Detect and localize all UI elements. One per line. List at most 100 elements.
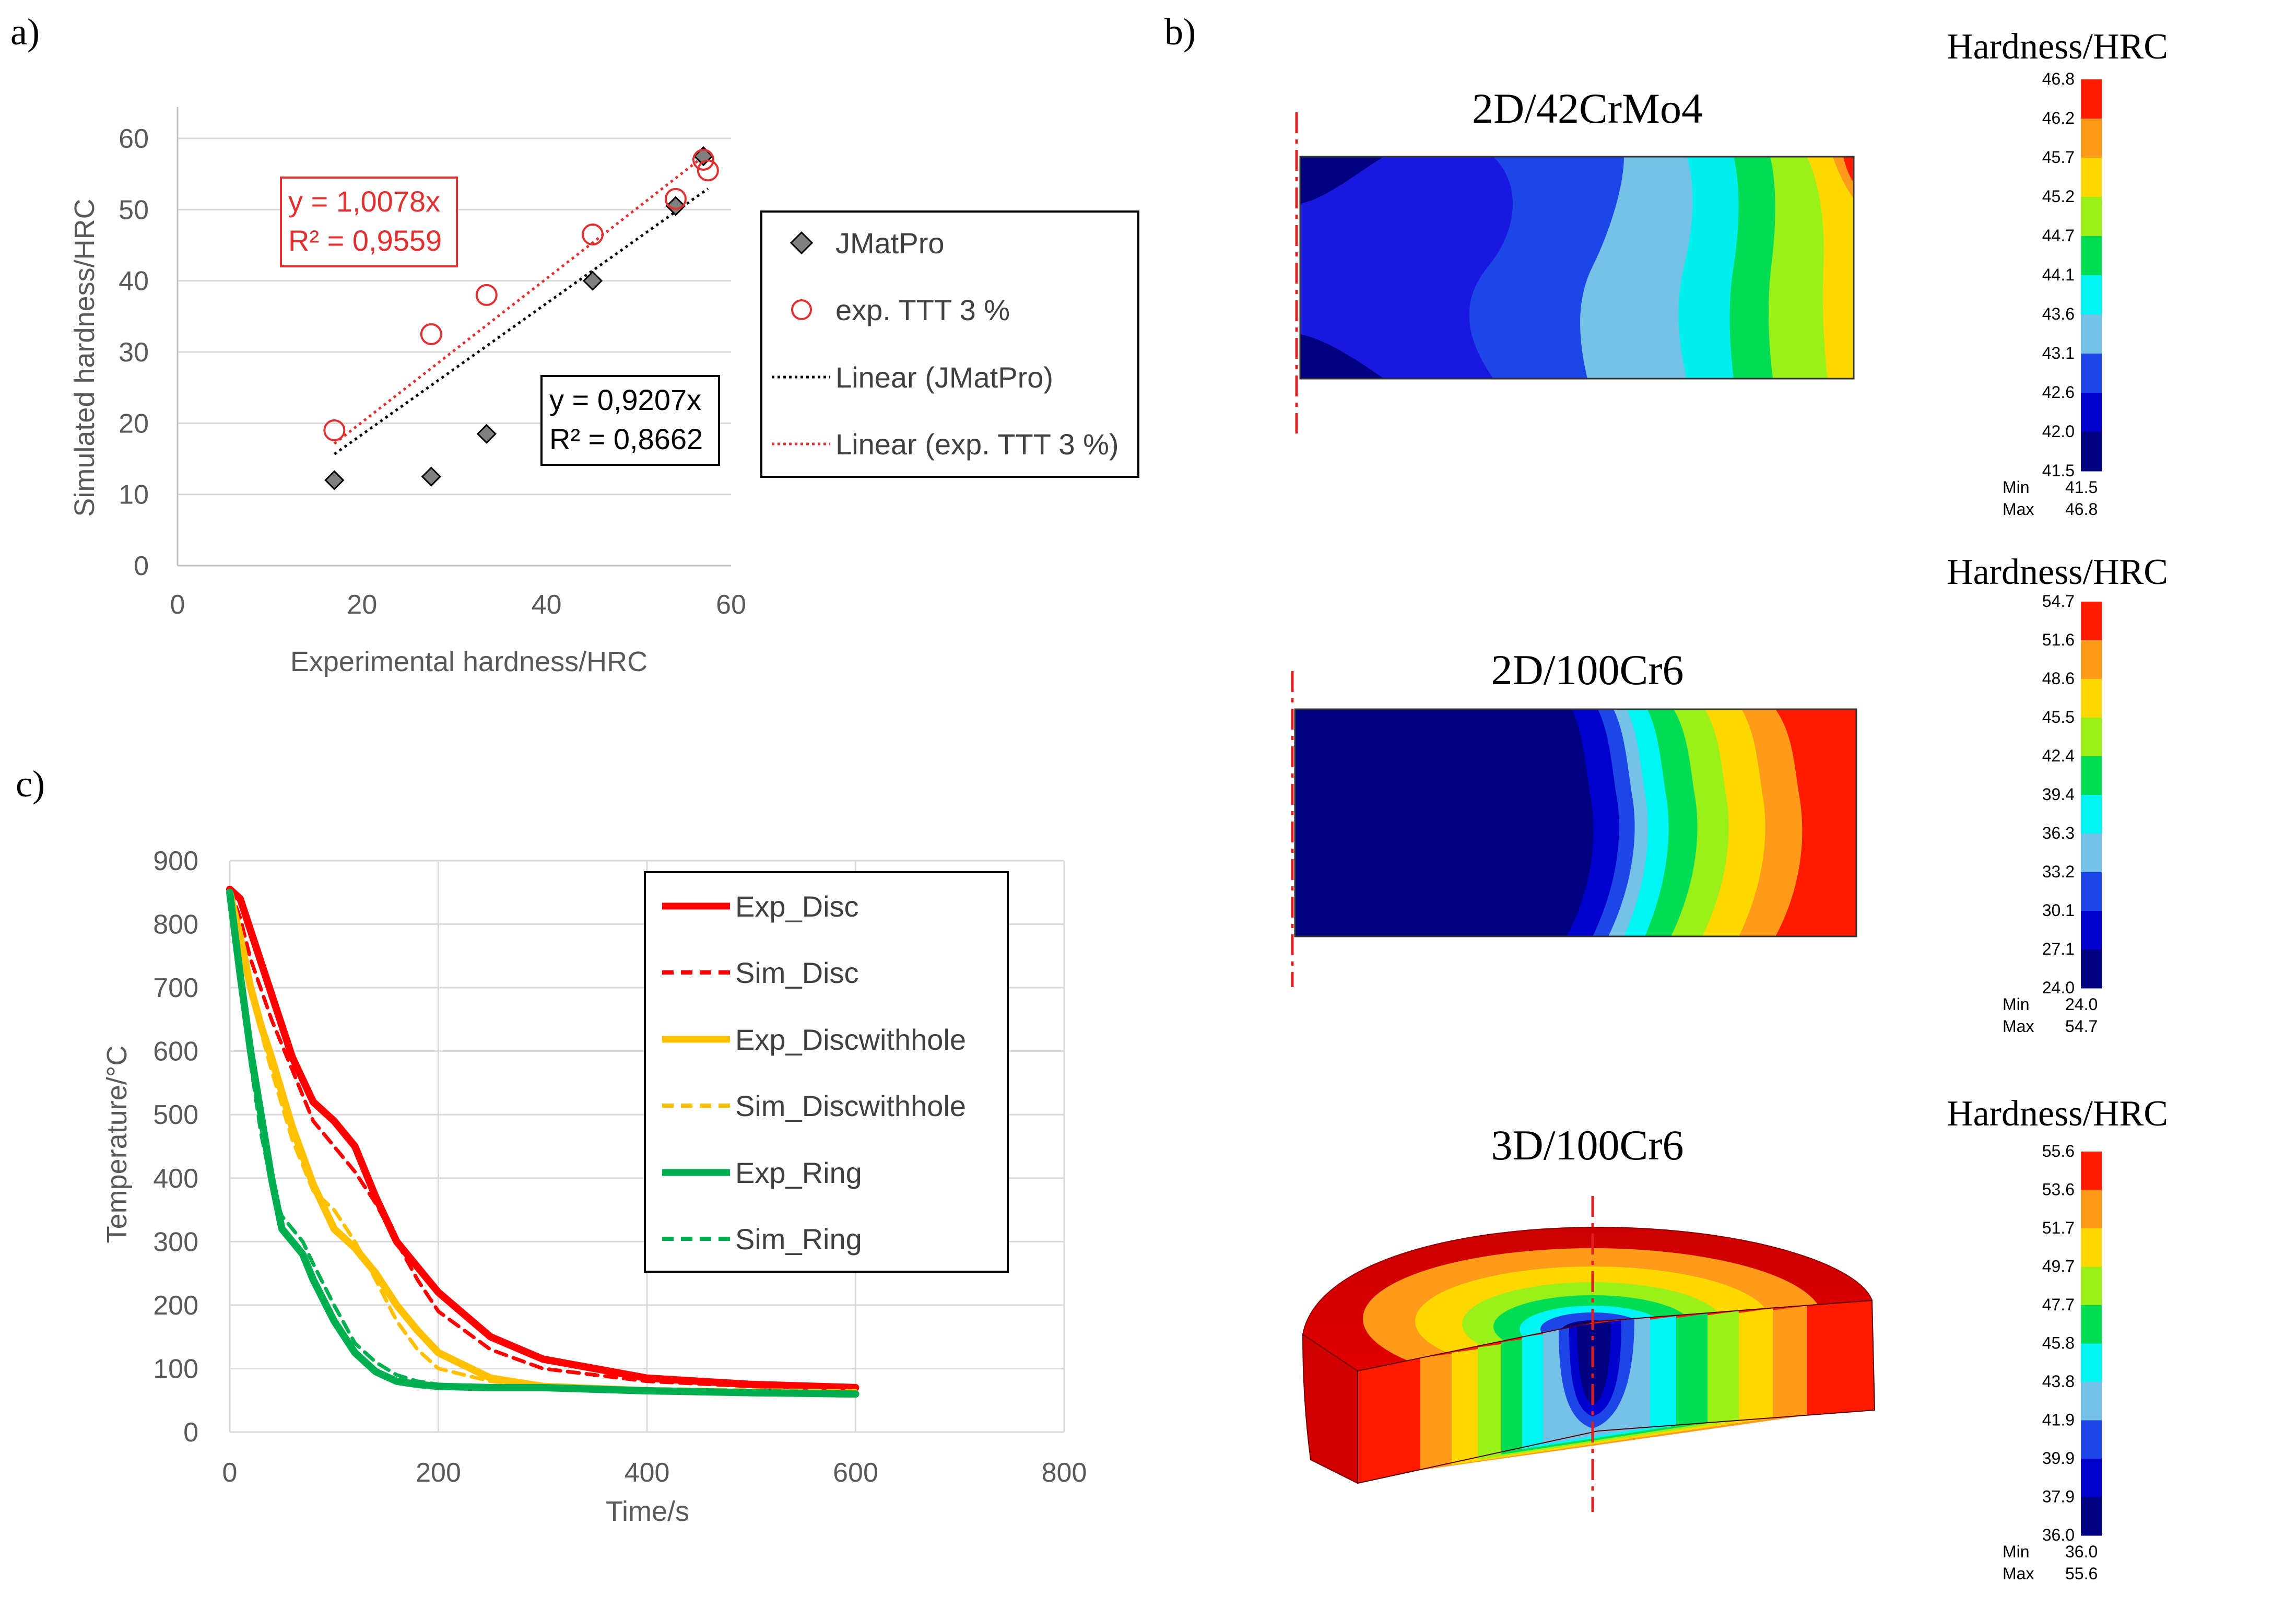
colorbar-tick: 44.1 <box>2042 265 2075 284</box>
chart-a-y-tick: 30 <box>119 337 149 368</box>
colorbar-title-100cr6-3d: Hardness/HRC <box>1947 1094 2168 1134</box>
chart-c-y-tick: 200 <box>153 1291 198 1321</box>
colorbar-max-label: Max <box>2003 1564 2034 1583</box>
chart-c-x-tick: 400 <box>625 1458 670 1488</box>
chart-c-ylabel: Temperature/°C <box>101 1046 133 1244</box>
chart-c-x-tick: 0 <box>222 1458 238 1488</box>
chart-a-y-tick: 0 <box>134 551 149 581</box>
chart-a-points <box>323 146 719 490</box>
colorbar-min-value: 24.0 <box>2065 995 2098 1014</box>
colorbar-min-label: Min <box>2003 995 2030 1014</box>
chart-c-y-tick: 600 <box>153 1037 198 1067</box>
colorbar-100cr6-3d: Hardness/HRC 55.6 53.6 51.7 49.7 47.7 45.8 43.… <box>1947 1094 2168 1583</box>
chart-c-legend: Exp_Disc Sim_Disc Exp_Discwithhole Sim_D… <box>644 871 1009 1273</box>
legend-sim-ring: Sim_Ring <box>735 1223 862 1256</box>
chart-c-line: 0 200 400 600 800 0 100 200 300 400 500 600 700 800 9… <box>101 846 1087 1527</box>
colorbar-tick: 36.0 <box>2042 1526 2075 1544</box>
colorbar-segment <box>2081 949 2102 989</box>
colorbar-100cr6-2d: Hardness/HRC 54.7 51.6 48.6 45.5 42.4 39.4 36.… <box>1947 552 2168 1036</box>
colorbar-segment <box>2081 314 2102 354</box>
colorbar-tick: 51.6 <box>2042 630 2075 649</box>
fe-contour-42crmo4 <box>1300 157 1854 379</box>
chart-a-xlabel: Experimental hardness/HRC <box>290 646 647 677</box>
colorbar-tick: 41.5 <box>2042 461 2075 480</box>
chart-a-x-ticks: 0 20 40 60 <box>170 590 746 620</box>
colorbar-segment <box>2081 1305 2102 1344</box>
chart-a-red-eq: y = 1,0078x <box>288 185 440 218</box>
colorbar-tick: 24.0 <box>2042 978 2075 997</box>
chart-a-black-eq: y = 0,9207x <box>549 383 701 416</box>
colorbar-segment <box>2081 158 2102 197</box>
colorbar-min-value: 41.5 <box>2065 478 2098 497</box>
colorbar-tick: 45.7 <box>2042 148 2075 167</box>
colorbar-segment <box>2081 1382 2102 1421</box>
colorbar-tick: 43.1 <box>2042 344 2075 362</box>
chart-a-ylabel: Simulated hardness/HRC <box>69 198 100 517</box>
chart-c-y-tick: 800 <box>153 910 198 940</box>
chart-a-y-tick: 10 <box>119 480 149 510</box>
legend-linear-jmatpro: Linear (JMatPro) <box>835 361 1053 394</box>
colorbar-tick: 46.8 <box>2042 69 2075 88</box>
colorbar-segment <box>2081 432 2102 472</box>
chart-a-legend: JMatPro exp. TTT 3 % Linear (JMatPro) Li… <box>760 210 1139 478</box>
colorbar-segment <box>2081 872 2102 911</box>
legend-exp-ttt: exp. TTT 3 % <box>835 294 1010 326</box>
colorbar-tick: 54.7 <box>2042 592 2075 611</box>
colorbar-title-100cr6-2d: Hardness/HRC <box>1947 552 2168 592</box>
chart-a-point-exp-ttt <box>420 323 442 345</box>
colorbar-segment <box>2081 236 2102 276</box>
colorbar-tick: 36.3 <box>2042 824 2075 842</box>
colorbar-min-label: Min <box>2003 1542 2030 1561</box>
colorbar-segment <box>2081 795 2102 834</box>
legend-jmatpro: JMatPro <box>835 227 945 260</box>
fe-panel-100cr6-2d: 2D/100Cr6 Hardness/HRC 54.7 51.6 48.6 45.5 4… <box>1291 552 2168 1036</box>
colorbar-max-label: Max <box>2003 1017 2034 1036</box>
legend-sim-disc: Sim_Disc <box>735 956 858 989</box>
colorbar-42crmo4: Hardness/HRC 46.8 46.2 45.7 45.2 44.7 44.1 43.… <box>1947 27 2168 519</box>
chart-a-trendline <box>333 187 709 455</box>
chart-a-black-r2: R² = 0,8662 <box>549 423 703 455</box>
chart-a-x-tick: 60 <box>716 590 746 620</box>
panel-label-c: c) <box>16 763 45 805</box>
chart-a-point-jmatpro <box>476 424 497 444</box>
legend-exp-disc: Exp_Disc <box>735 890 859 923</box>
chart-a-point-exp-ttt <box>697 159 719 182</box>
colorbar-segment <box>2081 393 2102 432</box>
colorbar-tick: 39.4 <box>2042 785 2075 804</box>
fe3d-cut-face <box>1357 1299 1876 1484</box>
fe-panel-42crmo4: 2D/42CrMo4 Hardness/HRC 46.8 46.2 45.7 45.2… <box>1295 27 2168 519</box>
colorbar-tick: 41.9 <box>2042 1411 2075 1429</box>
colorbar-tick: 33.2 <box>2042 862 2075 881</box>
colorbar-min-value: 36.0 <box>2065 1542 2098 1561</box>
chart-c-x-tick: 800 <box>1042 1458 1087 1488</box>
colorbar-tick: 27.1 <box>2042 940 2075 958</box>
colorbar-segment <box>2081 1420 2102 1459</box>
chart-a-x-tick: 40 <box>532 590 562 620</box>
chart-a-y-tick: 50 <box>119 195 149 225</box>
colorbar-tick: 42.6 <box>2042 383 2075 402</box>
colorbar-tick: 47.7 <box>2042 1295 2075 1314</box>
panel-label-b: b) <box>1164 11 1196 53</box>
colorbar-max-value: 46.8 <box>2065 500 2098 519</box>
chart-a-point-jmatpro <box>324 470 345 490</box>
chart-c-y-tick: 0 <box>183 1417 198 1448</box>
colorbar-segment <box>2081 718 2102 757</box>
chart-a-point-jmatpro <box>665 196 686 216</box>
chart-a-y-tick: 60 <box>119 124 149 154</box>
fe3d-outer-wall <box>1302 1333 1358 1484</box>
chart-a-point-exp-ttt <box>665 187 687 210</box>
chart-a-y-tick: 40 <box>119 266 149 297</box>
colorbar-max-value: 54.7 <box>2065 1017 2098 1036</box>
fe-title-100cr6-2d: 2D/100Cr6 <box>1491 646 1684 694</box>
legend-sim-discwithhole: Sim_Discwithhole <box>735 1089 966 1122</box>
legend-exp-discwithhole: Exp_Discwithhole <box>735 1023 966 1056</box>
chart-c-y-ticks: 0 100 200 300 400 500 600 700 800 900 <box>153 846 198 1448</box>
colorbar-segment <box>2081 1343 2102 1382</box>
chart-a-y-ticks: 0 10 20 30 40 50 60 <box>119 124 149 581</box>
fe-outline-42crmo4 <box>1299 156 1855 380</box>
fe-outline-100cr6-2d <box>1294 708 1857 937</box>
colorbar-tick: 44.7 <box>2042 226 2075 245</box>
chart-a-x-tick: 0 <box>170 590 185 620</box>
colorbar-tick: 53.6 <box>2042 1180 2075 1199</box>
fe-title-100cr6-3d: 3D/100Cr6 <box>1491 1121 1684 1169</box>
